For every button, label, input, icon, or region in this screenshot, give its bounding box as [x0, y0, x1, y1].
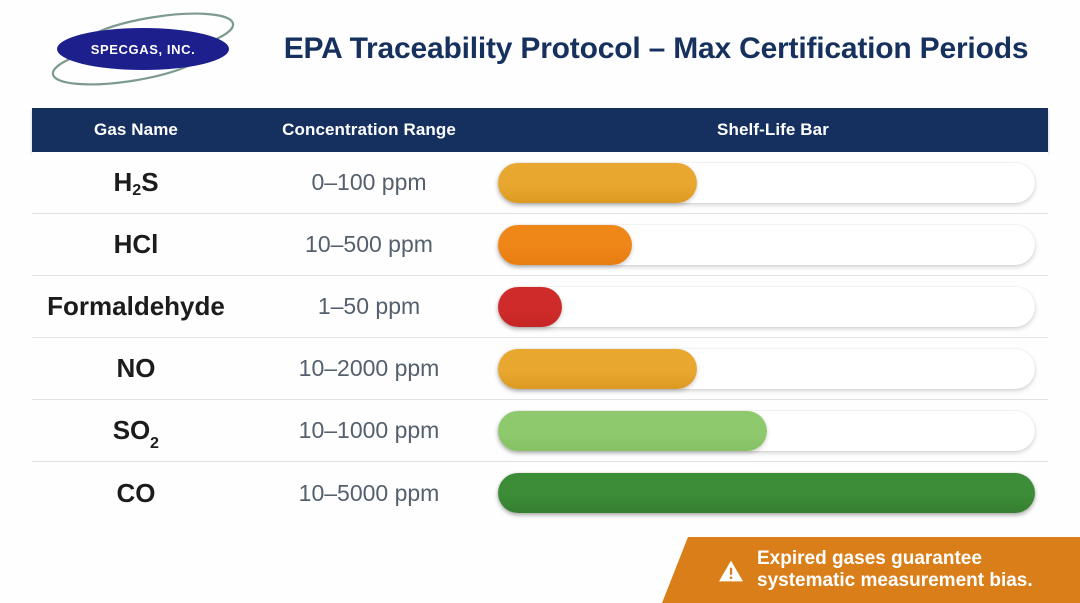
cell-gas-name: Formaldehyde — [47, 291, 225, 321]
shelf-life-bar-track — [498, 348, 1035, 389]
cell-gas-name: H2S — [113, 167, 159, 200]
table-body: H2S 0–100 ppm HCl 10–500 ppm Formaldehyde 1–5… — [32, 152, 1048, 524]
table-header-row: Gas Name Concentration Range Shelf-Life … — [32, 108, 1048, 152]
cell-shelf-life-bar — [498, 224, 1048, 265]
table-row: HCl 10–500 ppm — [32, 214, 1048, 276]
shelf-life-bar-track — [498, 162, 1035, 203]
cell-concentration-range: 10–5000 ppm — [298, 479, 440, 506]
cell-concentration-range: 10–2000 ppm — [298, 355, 440, 381]
table-row: NO 10–2000 ppm — [32, 338, 1048, 400]
svg-text:SPECGAS, INC.: SPECGAS, INC. — [91, 42, 196, 57]
cell-gas-name: SO2 — [112, 415, 159, 452]
column-header-gas-name: Gas Name — [94, 120, 178, 139]
warning-banner: Expired gases guarantee systematic measu… — [662, 537, 1080, 603]
table-row: H2S 0–100 ppm — [32, 152, 1048, 214]
shelf-life-bar-fill — [498, 348, 697, 389]
warning-triangle-icon — [719, 560, 743, 581]
cell-concentration-range: 10–500 ppm — [305, 231, 433, 257]
cell-concentration-range: 1–50 ppm — [317, 293, 421, 319]
cell-gas-name: HCl — [113, 229, 159, 259]
slide-header: SPECGAS, INC. EPA Traceability Protocol … — [0, 0, 1080, 98]
shelf-life-bar-fill — [498, 410, 767, 451]
cell-concentration-range: 10–1000 ppm — [298, 417, 440, 443]
cell-shelf-life-bar — [498, 286, 1048, 327]
warning-banner-text: Expired gases guarantee systematic measu… — [757, 547, 1033, 591]
gas-formula-subscript: 2 — [132, 181, 142, 200]
cell-shelf-life-bar — [498, 162, 1048, 203]
shelf-life-bar-fill — [498, 286, 563, 327]
shelf-life-bar-fill — [498, 473, 1035, 513]
cell-shelf-life-bar — [498, 348, 1048, 389]
shelf-life-bar-track — [498, 473, 1035, 513]
column-header-shelf-life-bar: Shelf-Life Bar — [717, 120, 829, 139]
shelf-life-bar-track — [498, 410, 1035, 451]
table-row: Formaldehyde 1–50 ppm — [32, 276, 1048, 338]
gas-formula-subscript: 2 — [149, 433, 159, 452]
shelf-life-bar-track — [498, 224, 1035, 265]
cell-shelf-life-bar — [498, 473, 1048, 513]
table-row: CO 10–5000 ppm — [32, 462, 1048, 524]
table-row: SO2 10–1000 ppm — [32, 400, 1048, 462]
shelf-life-bar-track — [498, 286, 1035, 327]
specgas-logo: SPECGAS, INC. — [28, 4, 258, 94]
page-title: EPA Traceability Protocol – Max Certific… — [283, 32, 1029, 65]
logo-svg: SPECGAS, INC. — [51, 12, 235, 86]
shelf-life-bar-fill — [498, 224, 633, 265]
column-header-concentration-range: Concentration Range — [282, 120, 456, 139]
cell-concentration-range: 0–100 ppm — [311, 169, 427, 195]
shelf-life-table: Gas Name Concentration Range Shelf-Life … — [32, 108, 1048, 524]
cell-gas-name: CO — [116, 477, 156, 508]
shelf-life-bar-fill — [498, 162, 697, 203]
cell-shelf-life-bar — [498, 410, 1048, 451]
cell-gas-name: NO — [116, 353, 156, 383]
